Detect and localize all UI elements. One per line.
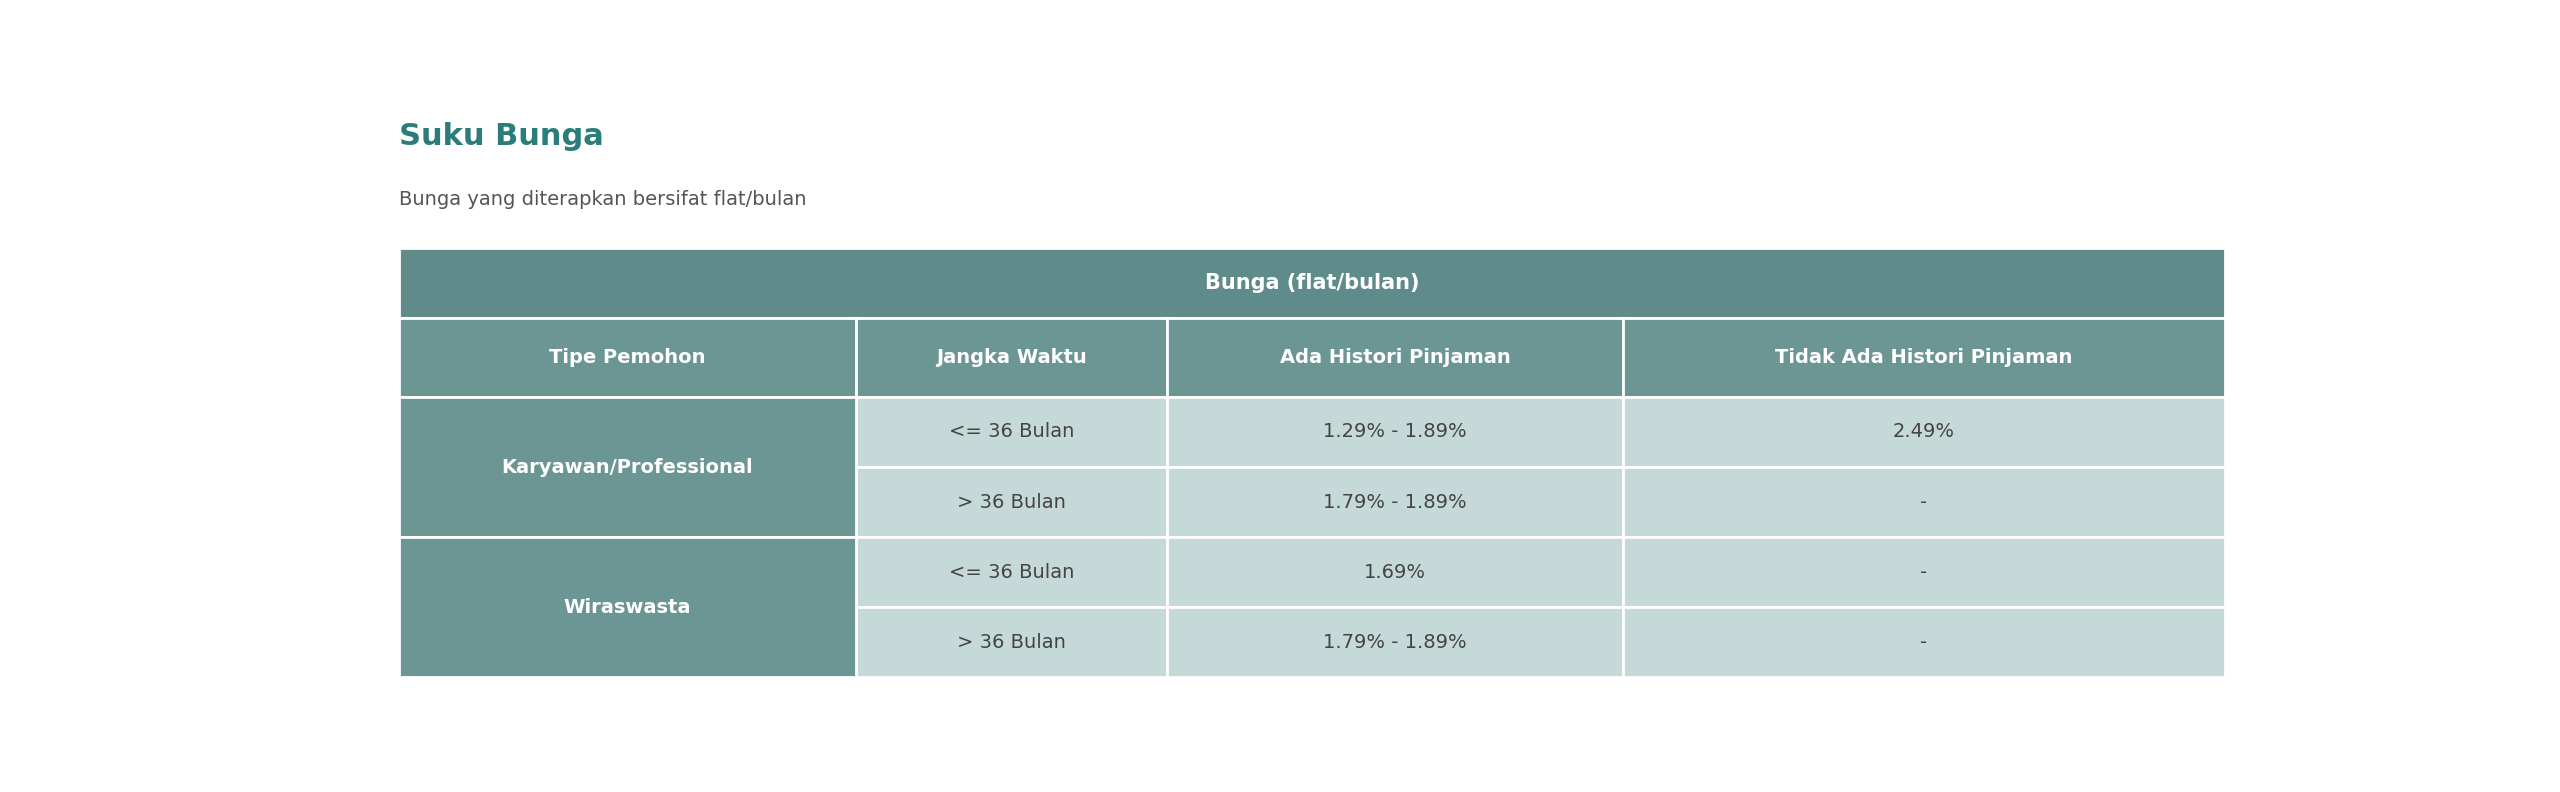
Bar	[855, 397, 1167, 467]
Bar	[855, 537, 1167, 607]
Text: > 36 Bulan: > 36 Bulan	[957, 633, 1065, 652]
Text: 1.79% - 1.89%: 1.79% - 1.89%	[1324, 633, 1467, 652]
Text: 1.69%: 1.69%	[1364, 563, 1426, 582]
Bar	[399, 247, 2225, 318]
Bar	[1167, 607, 1623, 677]
Text: Bunga (flat/bulan): Bunga (flat/bulan)	[1206, 272, 1418, 292]
Text: Bunga yang diterapkan bersifat flat/bulan: Bunga yang diterapkan bersifat flat/bula…	[399, 189, 806, 208]
Text: -: -	[1920, 633, 1928, 652]
Bar	[855, 318, 1167, 397]
Text: -: -	[1920, 563, 1928, 582]
Bar	[855, 467, 1167, 537]
Bar	[1623, 318, 2225, 397]
Bar	[1623, 467, 2225, 537]
Text: Tipe Pemohon: Tipe Pemohon	[550, 348, 707, 367]
Bar	[1623, 537, 2225, 607]
Text: <= 36 Bulan: <= 36 Bulan	[950, 563, 1075, 582]
Text: 2.49%: 2.49%	[1892, 422, 1956, 441]
Bar	[1167, 318, 1623, 397]
Text: Karyawan/Professional: Karyawan/Professional	[502, 458, 753, 477]
Text: Ada Histori Pinjaman: Ada Histori Pinjaman	[1280, 348, 1510, 367]
Bar	[1623, 607, 2225, 677]
Text: -: -	[1920, 493, 1928, 512]
Text: Wiraswasta: Wiraswasta	[563, 598, 691, 617]
Text: 1.29% - 1.89%: 1.29% - 1.89%	[1324, 422, 1467, 441]
Text: <= 36 Bulan: <= 36 Bulan	[950, 422, 1075, 441]
Bar	[399, 318, 855, 397]
Bar	[399, 537, 855, 677]
Bar	[1167, 537, 1623, 607]
Text: > 36 Bulan: > 36 Bulan	[957, 493, 1065, 512]
Text: 1.79% - 1.89%: 1.79% - 1.89%	[1324, 493, 1467, 512]
Bar	[1623, 397, 2225, 467]
Bar	[1167, 397, 1623, 467]
Bar	[1167, 467, 1623, 537]
Bar	[855, 607, 1167, 677]
Text: Tidak Ada Histori Pinjaman: Tidak Ada Histori Pinjaman	[1774, 348, 2074, 367]
Text: Jangka Waktu: Jangka Waktu	[937, 348, 1085, 367]
Text: Suku Bunga: Suku Bunga	[399, 123, 604, 151]
Bar	[399, 397, 855, 537]
